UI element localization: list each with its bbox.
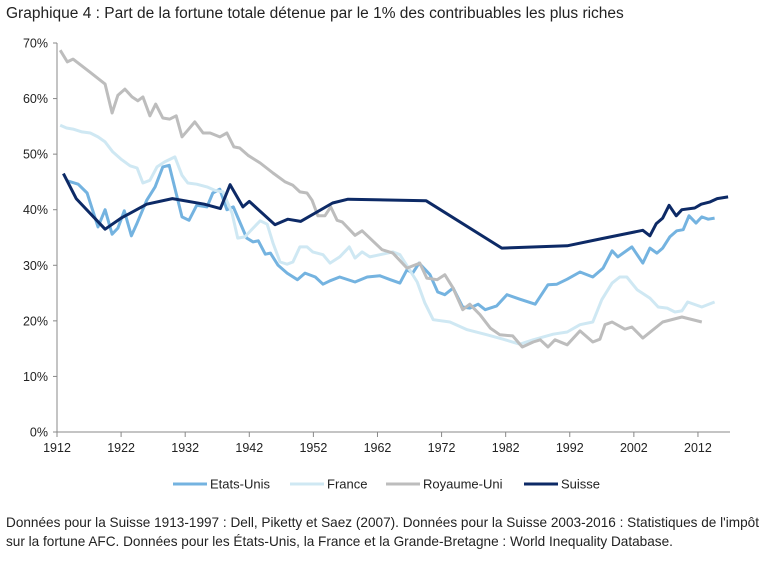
legend-label: Etats-Unis xyxy=(210,477,270,492)
y-tick-label: 70% xyxy=(23,37,48,51)
y-tick-label: 0% xyxy=(30,426,48,440)
legend: Etats-Unis France Royaume-Uni Suisse xyxy=(173,477,600,492)
x-tick-label: 1962 xyxy=(364,441,392,455)
x-tick-label: 2002 xyxy=(620,441,648,455)
y-tick-label: 30% xyxy=(23,259,48,273)
x-tick-label: 1972 xyxy=(428,441,456,455)
x-tick-label: 1912 xyxy=(43,441,71,455)
y-tick-label: 10% xyxy=(23,370,48,384)
axes: 0% 10% 20% 30% 40% 50% 60% 70% 1912 1922 1932 1942 1… xyxy=(23,37,730,455)
x-tick-label: 1932 xyxy=(171,441,199,455)
x-tick-label: 1952 xyxy=(299,441,327,455)
series-lines xyxy=(58,49,729,349)
source-note: Données pour la Suisse 1913-1997 : Dell,… xyxy=(6,515,759,549)
y-tick-label: 50% xyxy=(23,148,48,162)
legend-label: Royaume-Uni xyxy=(423,477,503,492)
chart-title: Graphique 4 : Part de la fortune totale … xyxy=(6,5,624,22)
series-line-etats-unis xyxy=(66,163,715,312)
legend-label: France xyxy=(327,477,367,492)
y-tick-label: 60% xyxy=(23,92,48,106)
legend-label: Suisse xyxy=(561,477,600,492)
x-tick-label: 2012 xyxy=(684,441,712,455)
x-tick-label: 1992 xyxy=(556,441,584,455)
y-tick-label: 40% xyxy=(23,203,48,217)
x-tick-label: 1922 xyxy=(107,441,135,455)
x-tick-label: 1942 xyxy=(235,441,263,455)
series-line-france xyxy=(59,123,716,346)
series-line-suisse xyxy=(62,172,729,250)
y-tick-label: 20% xyxy=(23,314,48,328)
series-line-royaume-uni xyxy=(58,49,703,349)
x-tick-label: 1982 xyxy=(492,441,520,455)
